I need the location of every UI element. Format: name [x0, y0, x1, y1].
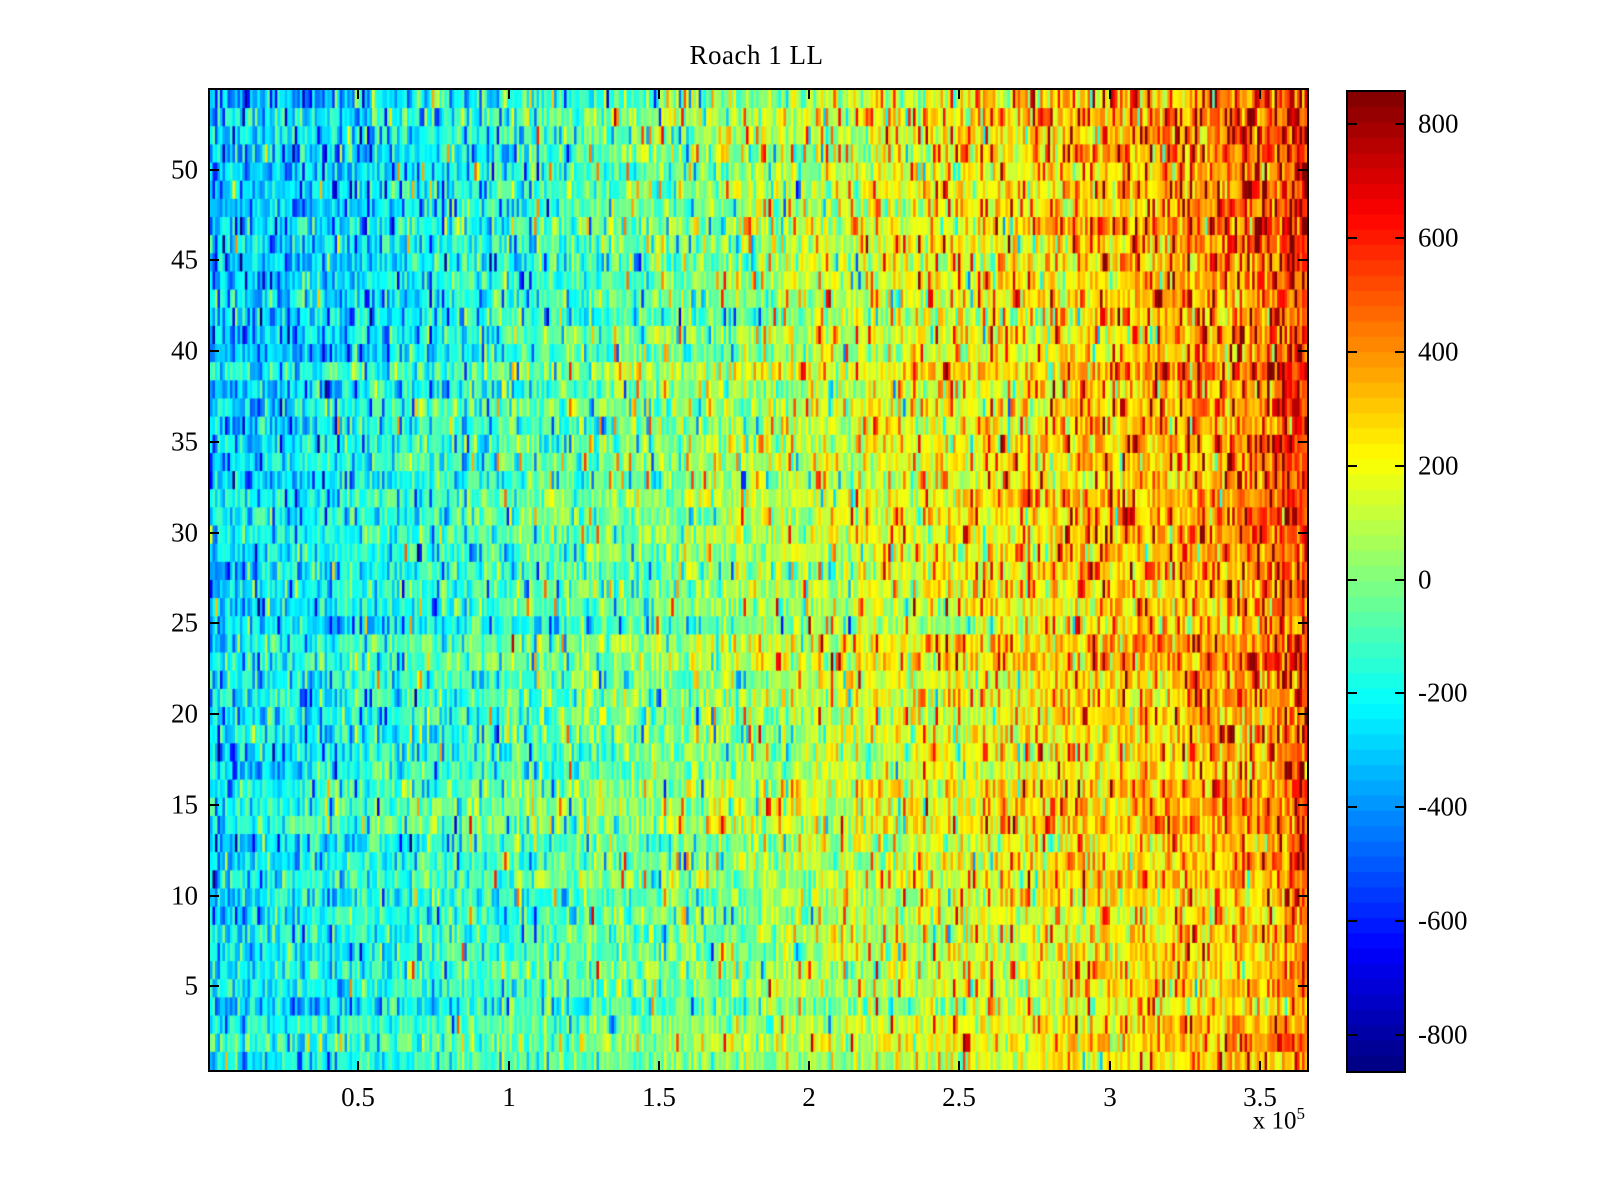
y-tick-mark-right	[1298, 532, 1307, 534]
colorbar-tick-mark-right	[1395, 1034, 1404, 1036]
x-tick-label: 1	[502, 1082, 516, 1112]
colorbar-tick-label: 400	[1418, 336, 1459, 367]
y-tick-mark-left	[210, 622, 219, 624]
x-tick-mark-bottom	[808, 1061, 810, 1070]
y-tick-mark-right	[1298, 985, 1307, 987]
y-tick-mark-left	[210, 804, 219, 806]
y-tick-label: 35	[171, 426, 198, 457]
colorbar-canvas	[1348, 92, 1404, 1071]
colorbar-tick-mark-right	[1395, 351, 1404, 353]
y-tick-mark-left	[210, 259, 219, 261]
y-tick-label: 45	[171, 244, 198, 275]
y-tick-mark-right	[1298, 169, 1307, 171]
colorbar-tick-label: 600	[1418, 222, 1459, 253]
y-tick-label: 25	[171, 607, 198, 638]
x-tick-mark-top	[357, 90, 359, 99]
y-tick-label: 30	[171, 517, 198, 548]
x-tick-mark-bottom	[958, 1061, 960, 1070]
heatmap-plot-area	[208, 88, 1309, 1072]
heatmap-canvas	[210, 90, 1307, 1070]
y-tick-label: 40	[171, 335, 198, 366]
y-tick-mark-right	[1298, 441, 1307, 443]
x-tick-mark-bottom	[508, 1061, 510, 1070]
colorbar-tick-mark-right	[1395, 123, 1404, 125]
y-tick-mark-right	[1298, 895, 1307, 897]
colorbar-tick-mark-right	[1395, 237, 1404, 239]
x-tick-label: 3	[1103, 1082, 1117, 1112]
colorbar-tick-mark-left	[1348, 692, 1357, 694]
x-tick-mark-bottom	[1259, 1061, 1261, 1070]
colorbar-tick-mark-left	[1348, 1034, 1357, 1036]
colorbar-tick-label: 800	[1418, 108, 1459, 139]
x-tick-label: 1.5	[642, 1082, 676, 1112]
x-tick-mark-top	[958, 90, 960, 99]
x-tick-label: 2	[802, 1082, 816, 1112]
x-tick-label: 3.5	[1243, 1082, 1277, 1112]
y-tick-mark-left	[210, 895, 219, 897]
x-tick-mark-bottom	[357, 1061, 359, 1070]
colorbar-tick-mark-left	[1348, 806, 1357, 808]
y-tick-label: 50	[171, 154, 198, 185]
y-tick-mark-left	[210, 532, 219, 534]
x-tick-label: 2.5	[942, 1082, 976, 1112]
y-tick-mark-left	[210, 350, 219, 352]
x-tick-mark-top	[808, 90, 810, 99]
x-tick-mark-top	[508, 90, 510, 99]
y-tick-mark-left	[210, 713, 219, 715]
colorbar-tick-label: -200	[1418, 677, 1468, 708]
colorbar-tick-mark-left	[1348, 579, 1357, 581]
x-tick-mark-bottom	[658, 1061, 660, 1070]
colorbar-tick-label: -600	[1418, 905, 1468, 936]
colorbar-tick-mark-right	[1395, 579, 1404, 581]
x-tick-label: 0.5	[341, 1082, 375, 1112]
plot-title: Roach 1 LL	[689, 40, 824, 70]
colorbar-tick-label: -400	[1418, 791, 1468, 822]
y-tick-mark-right	[1298, 713, 1307, 715]
y-tick-mark-left	[210, 985, 219, 987]
x-axis-exponent-label: x 105	[1252, 1104, 1305, 1135]
y-tick-label: 5	[184, 970, 199, 1001]
y-tick-label: 10	[171, 880, 198, 911]
y-tick-label: 15	[171, 789, 198, 820]
y-tick-label: 20	[171, 698, 198, 729]
colorbar-tick-mark-right	[1395, 692, 1404, 694]
y-tick-mark-left	[210, 169, 219, 171]
y-tick-mark-right	[1298, 804, 1307, 806]
colorbar-tick-label: 200	[1418, 450, 1459, 481]
y-tick-mark-right	[1298, 259, 1307, 261]
colorbar-tick-mark-left	[1348, 465, 1357, 467]
x-tick-mark-bottom	[1109, 1061, 1111, 1070]
y-tick-mark-right	[1298, 350, 1307, 352]
colorbar-tick-mark-left	[1348, 920, 1357, 922]
colorbar-tick-mark-left	[1348, 123, 1357, 125]
colorbar-tick-mark-left	[1348, 351, 1357, 353]
colorbar-tick-label: 0	[1418, 564, 1432, 595]
x-tick-mark-top	[658, 90, 660, 99]
colorbar-tick-label: -800	[1418, 1019, 1468, 1050]
y-tick-mark-left	[210, 441, 219, 443]
colorbar-tick-mark-right	[1395, 806, 1404, 808]
colorbar-tick-mark-right	[1395, 920, 1404, 922]
colorbar-tick-mark-left	[1348, 237, 1357, 239]
x-tick-mark-top	[1109, 90, 1111, 99]
x-tick-mark-top	[1259, 90, 1261, 99]
colorbar	[1346, 90, 1406, 1073]
y-tick-mark-right	[1298, 622, 1307, 624]
colorbar-tick-mark-right	[1395, 465, 1404, 467]
